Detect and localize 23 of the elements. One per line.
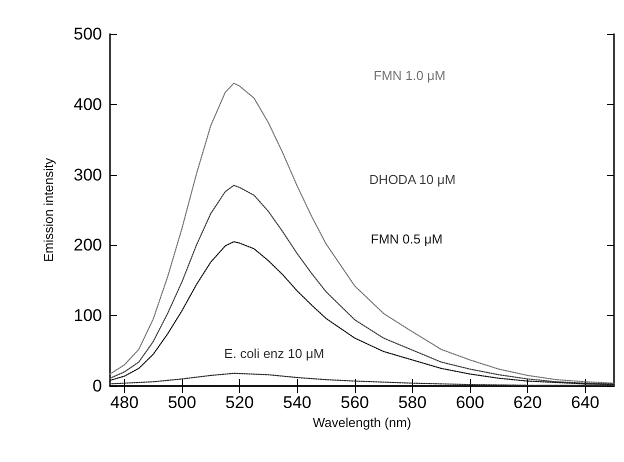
x-tick-label: 580 bbox=[398, 393, 427, 412]
x-tick-label: 480 bbox=[110, 393, 139, 412]
x-tick-label: 560 bbox=[340, 393, 369, 412]
text: DHODA 10 μM bbox=[369, 172, 456, 188]
line-series bbox=[109, 184, 615, 384]
x-tick-label: 620 bbox=[513, 393, 542, 412]
text: FMN 1.0 μM bbox=[374, 68, 446, 84]
y-tick-label: 200 bbox=[74, 236, 102, 255]
x-tick-label: 520 bbox=[225, 393, 254, 412]
x-tick-label: 500 bbox=[168, 393, 196, 412]
y-tick-label: 100 bbox=[74, 306, 102, 326]
y-tick-label: 300 bbox=[74, 165, 102, 184]
x-tick-label: 640 bbox=[571, 393, 600, 412]
line-series bbox=[109, 82, 615, 384]
x-axis-title: Wavelength (nm) bbox=[312, 415, 412, 430]
y-tick-label: 500 bbox=[74, 24, 102, 44]
y-tick-label: 400 bbox=[74, 94, 102, 114]
text: FMN 0.5 μM bbox=[370, 231, 443, 246]
x-tick-label: 600 bbox=[456, 393, 484, 412]
y-tick-label: 0 bbox=[92, 376, 102, 396]
y-axis-title: Emission intensity bbox=[41, 157, 56, 262]
x-tick-label: 540 bbox=[283, 393, 312, 412]
series-label: E. coli enz 10 μM bbox=[224, 346, 324, 362]
